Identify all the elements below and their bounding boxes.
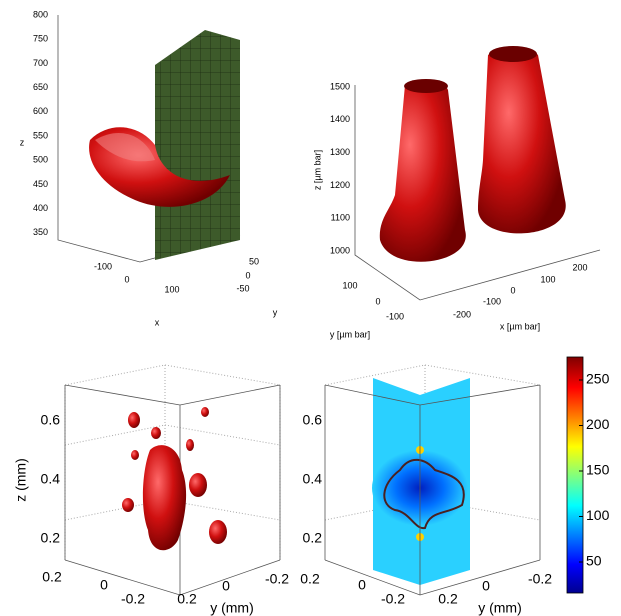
z-tick-label: 500	[33, 155, 48, 165]
z-tick-label: 450	[33, 179, 48, 189]
y-tick-label: 0	[375, 296, 380, 306]
z-tick-label: 0.4	[303, 471, 323, 487]
z-tick-label: 750	[33, 34, 48, 44]
y-axis-label: y (mm)	[478, 600, 522, 616]
y-tick-label: 0	[482, 578, 490, 594]
x-tick-label: -0.2	[121, 591, 145, 607]
z-tick-label: 1200	[330, 180, 350, 190]
panel-1	[58, 15, 240, 262]
colorbar-tick-label: 250	[586, 371, 610, 387]
y-axis-label: y (mm)	[210, 600, 254, 616]
y-tick-label: 0.2	[438, 591, 458, 607]
z-tick-label: 1300	[330, 147, 350, 157]
y-tick-label: 0	[222, 578, 230, 594]
z-tick-label: 800	[33, 9, 48, 19]
panel-2	[355, 46, 600, 300]
y-axis-label: y [µm bar]	[330, 329, 370, 339]
mesh-plane	[155, 30, 240, 260]
isosurface	[122, 407, 227, 550]
x-tick-label: 0	[358, 577, 366, 593]
z-tick-label: 600	[33, 106, 48, 116]
x-tick-label: 0.2	[42, 569, 62, 585]
z-tick-label: 1400	[330, 114, 350, 124]
y-tick-label: -100	[386, 311, 404, 321]
x-tick-label: 0	[510, 285, 515, 295]
x-tick-label: -100	[483, 296, 501, 306]
colorbar-tick-label: 50	[586, 553, 602, 569]
colorbar-tick-label: 100	[586, 507, 610, 523]
z-tick-label: 550	[33, 130, 48, 140]
z-tick-label: 0.6	[41, 412, 61, 428]
surface	[380, 82, 466, 262]
z-tick-label: 1000	[330, 245, 350, 255]
x-axis-label: x	[155, 317, 160, 327]
z-tick-label: 0.2	[41, 530, 61, 546]
y-tick-label: -0.2	[265, 571, 289, 587]
colorbar-tick-label: 200	[586, 416, 610, 432]
panel-4	[325, 357, 583, 595]
z-axis-label: z (mm)	[13, 458, 29, 502]
x-tick-label: 0	[100, 577, 108, 593]
z-tick-label: 1100	[331, 213, 350, 223]
x-tick-label: -100	[94, 261, 112, 271]
surface-opening	[404, 79, 448, 93]
x-tick-label: -0.2	[381, 591, 405, 607]
y-axis-label: y	[273, 307, 278, 317]
y-tick-label: 0.2	[177, 591, 197, 607]
y-tick-label: 100	[342, 280, 357, 290]
x-axis-label: x [µm bar]	[500, 321, 540, 331]
surface-opening	[489, 46, 537, 62]
x-tick-label: 0.2	[300, 571, 320, 587]
x-tick-label: -200	[453, 309, 471, 319]
x-tick-label: 200	[572, 262, 587, 272]
y-tick-label: -50	[236, 283, 249, 293]
z-tick-label: 350	[33, 227, 48, 237]
colorbar-tick-label: 150	[586, 462, 610, 478]
surface	[478, 48, 566, 234]
figure: 800750700650600550500450400350z-1000100x…	[0, 0, 621, 616]
x-tick-label: 100	[164, 284, 179, 294]
colorbar	[567, 357, 583, 593]
z-tick-label: 0.6	[303, 412, 323, 428]
x-tick-label: 0	[124, 274, 129, 284]
x-tick-label: 100	[540, 274, 555, 284]
z-axis-label: z	[20, 137, 25, 147]
z-tick-label: 650	[33, 82, 48, 92]
y-tick-label: 50	[249, 256, 259, 266]
z-tick-label: 0.4	[41, 471, 61, 487]
y-tick-label: 0	[245, 270, 250, 280]
panel-3	[65, 365, 280, 595]
z-tick-label: 1500	[330, 81, 350, 91]
z-tick-label: 400	[33, 203, 48, 213]
z-tick-label: 700	[33, 58, 48, 68]
z-axis-label: z [µm bar]	[312, 150, 322, 190]
z-tick-label: 0.2	[303, 530, 323, 546]
y-tick-label: -0.2	[528, 571, 552, 587]
